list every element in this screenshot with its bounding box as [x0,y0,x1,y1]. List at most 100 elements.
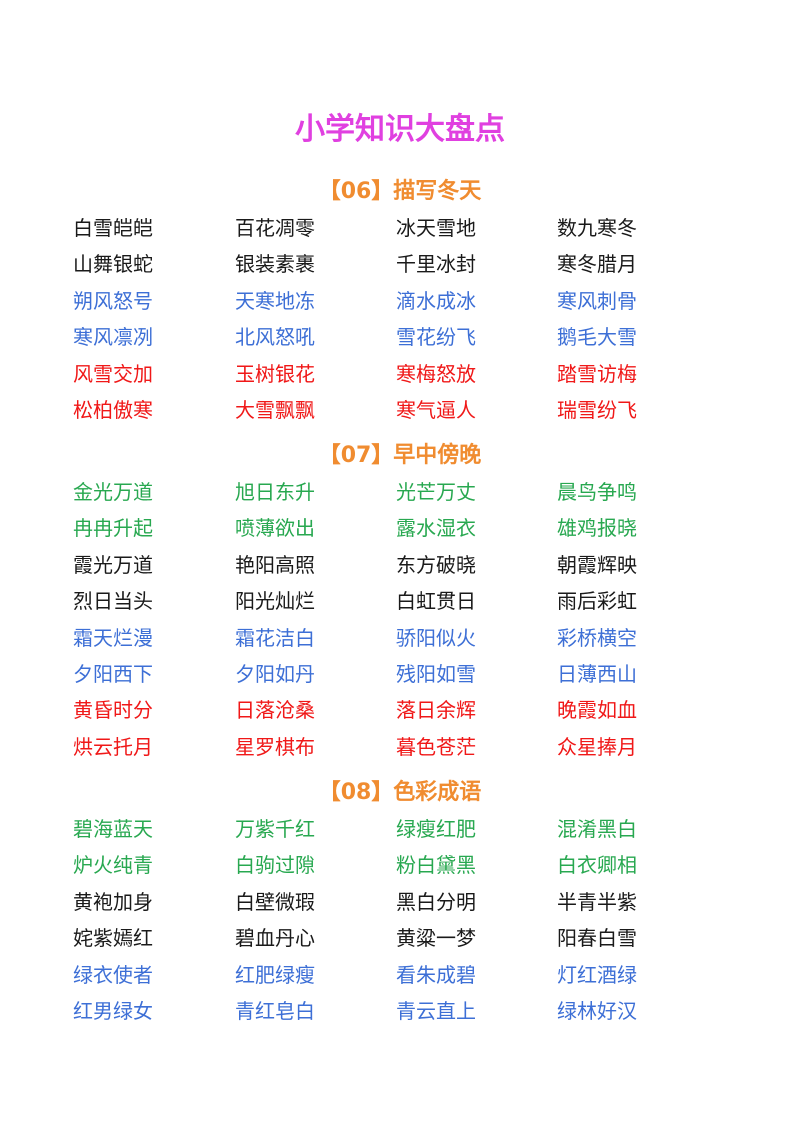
idiom-item: 光芒万丈 [396,480,476,504]
idiom-item: 黑白分明 [396,889,476,914]
idiom-item: 残阳如雪 [396,661,476,686]
idiom-row: 霜天烂漫 霜花洁白 骄阳似火 彩桥横空 [0,620,800,656]
idiom-row: 山舞银蛇 银装素裹 千里冰封 寒冬腊月 [0,246,800,282]
idiom-row: 黄袍加身 白壁微瑕 黑白分明 半青半紫 [0,884,800,920]
idiom-item: 银装素裹 [235,252,315,277]
idiom-item: 艳阳高照 [235,552,315,577]
idiom-item: 烈日当头 [73,589,153,614]
idiom-item: 红肥绿瘦 [235,962,315,987]
idiom-item: 夕阳西下 [73,661,153,686]
idiom-item: 天寒地冻 [235,288,315,313]
idiom-item: 炉火纯青 [73,853,153,878]
section-heading: 【06】描写冬天 [318,179,482,204]
idiom-grid: 碧海蓝天 万紫千红 绿瘦红肥 混淆黑白 炉火纯青 白驹过隙 粉白黛黑 白衣卿相 黄袍加身 白壁微瑕… [0,811,800,1029]
idiom-item: 寒梅怒放 [396,361,476,386]
idiom-item: 寒气逼人 [396,397,476,422]
idiom-item: 绿林好汉 [557,998,637,1023]
idiom-item: 青云直上 [396,998,476,1023]
page-title: 小学知识大盘点 [295,112,505,147]
idiom-row: 黄昏时分 日落沧桑 落日余辉 晚霞如血 [0,692,800,728]
idiom-row: 松柏傲寒 大雪飘飘 寒气逼人 瑞雪纷飞 [0,392,800,428]
idiom-item: 青红皂白 [235,998,315,1023]
idiom-item: 绿衣使者 [73,962,153,987]
idiom-item: 骄阳似火 [396,625,476,650]
idiom-item: 东方破晓 [396,552,476,577]
idiom-item: 彩桥横空 [557,625,637,650]
idiom-item: 滴水成冰 [396,288,476,313]
idiom-item: 冰天雪地 [396,216,476,240]
idiom-item: 灯红酒绿 [557,962,637,987]
idiom-item: 朔风怒号 [73,288,153,313]
idiom-row: 寒风凛冽 北风怒吼 雪花纷飞 鹅毛大雪 [0,319,800,355]
idiom-item: 星罗棋布 [235,734,315,759]
idiom-item: 踏雪访梅 [557,361,637,386]
idiom-item: 松柏傲寒 [73,397,153,422]
idiom-item: 白驹过隙 [235,853,315,878]
idiom-row: 金光万道 旭日东升 光芒万丈 晨鸟争鸣 [0,474,800,510]
idiom-row: 夕阳西下 夕阳如丹 残阳如雪 日薄西山 [0,656,800,692]
idiom-item: 雨后彩虹 [557,589,637,614]
idiom-item: 日落沧桑 [235,698,315,723]
section-color-idioms: 【08】色彩成语 碧海蓝天 万紫千红 绿瘦红肥 混淆黑白 炉火纯青 白驹过隙 粉白黛黑 白衣卿… [0,775,800,1029]
idiom-item: 北风怒吼 [235,325,315,350]
idiom-item: 霜花洁白 [235,625,315,650]
idiom-item: 半青半紫 [557,889,637,914]
idiom-item: 阳春白雪 [557,926,637,951]
idiom-item: 碧海蓝天 [73,817,153,841]
idiom-item: 寒风刺骨 [557,288,637,313]
idiom-item: 夕阳如丹 [235,661,315,686]
idiom-item: 山舞银蛇 [73,252,153,277]
idiom-item: 晚霞如血 [557,698,637,723]
idiom-item: 看朱成碧 [396,962,476,987]
idiom-row: 炉火纯青 白驹过隙 粉白黛黑 白衣卿相 [0,847,800,883]
idiom-item: 千里冰封 [396,252,476,277]
idiom-item: 大雪飘飘 [235,397,315,422]
idiom-row: 风雪交加 玉树银花 寒梅怒放 踏雪访梅 [0,356,800,392]
idiom-item: 雄鸡报晓 [557,516,637,541]
idiom-row: 烘云托月 星罗棋布 暮色苍茫 众星捧月 [0,729,800,765]
section-day-times: 【07】早中傍晚 金光万道 旭日东升 光芒万丈 晨鸟争鸣 冉冉升起 喷薄欲出 露水湿衣 雄鸡报… [0,438,800,765]
idiom-row: 姹紫嫣红 碧血丹心 黄粱一梦 阳春白雪 [0,920,800,956]
idiom-item: 阳光灿烂 [235,589,315,614]
idiom-item: 瑞雪纷飞 [557,397,637,422]
idiom-item: 众星捧月 [557,734,637,759]
idiom-row: 白雪皑皑 百花凋零 冰天雪地 数九寒冬 [0,210,800,246]
idiom-row: 霞光万道 艳阳高照 东方破晓 朝霞辉映 [0,547,800,583]
idiom-item: 白虹贯日 [396,589,476,614]
idiom-item: 黄昏时分 [73,698,153,723]
idiom-item: 百花凋零 [235,216,315,240]
section-heading: 【07】早中傍晚 [318,443,482,468]
idiom-item: 寒冬腊月 [557,252,637,277]
idiom-item: 姹紫嫣红 [73,926,153,951]
idiom-item: 旭日东升 [235,480,315,504]
idiom-item: 朝霞辉映 [557,552,637,577]
idiom-item: 霞光万道 [73,552,153,577]
idiom-item: 白衣卿相 [557,853,637,878]
idiom-item: 霜天烂漫 [73,625,153,650]
section-heading: 【08】色彩成语 [318,780,482,805]
idiom-item: 万紫千红 [235,817,315,841]
idiom-grid: 白雪皑皑 百花凋零 冰天雪地 数九寒冬山舞银蛇 银装素裹 千里冰封 寒冬腊月朔风怒号 天寒地冻… [0,210,800,428]
idiom-item: 粉白黛黑 [396,853,476,878]
idiom-item: 暮色苍茫 [396,734,476,759]
idiom-item: 红男绿女 [73,998,153,1023]
idiom-row: 碧海蓝天 万紫千红 绿瘦红肥 混淆黑白 [0,811,800,847]
idiom-item: 晨鸟争鸣 [557,480,637,504]
idiom-item: 白雪皑皑 [73,216,153,240]
idiom-row: 红男绿女 青红皂白 青云直上 绿林好汉 [0,993,800,1029]
idiom-item: 喷薄欲出 [235,516,315,541]
idiom-item: 烘云托月 [73,734,153,759]
idiom-row: 朔风怒号 天寒地冻 滴水成冰 寒风刺骨 [0,283,800,319]
idiom-item: 白壁微瑕 [235,889,315,914]
idiom-item: 日薄西山 [557,661,637,686]
idiom-item: 数九寒冬 [557,216,637,240]
idiom-grid: 金光万道 旭日东升 光芒万丈 晨鸟争鸣 冉冉升起 喷薄欲出 露水湿衣 雄鸡报晓 霞光万道 艳阳高照… [0,474,800,765]
idiom-item: 雪花纷飞 [396,325,476,350]
idiom-row: 绿衣使者 红肥绿瘦 看朱成碧 灯红酒绿 [0,957,800,993]
idiom-item: 碧血丹心 [235,926,315,951]
idiom-row: 烈日当头 阳光灿烂 白虹贯日 雨后彩虹 [0,583,800,619]
idiom-item: 黄袍加身 [73,889,153,914]
idiom-item: 黄粱一梦 [396,926,476,951]
idiom-item: 鹅毛大雪 [557,325,637,350]
idiom-item: 混淆黑白 [557,817,637,841]
